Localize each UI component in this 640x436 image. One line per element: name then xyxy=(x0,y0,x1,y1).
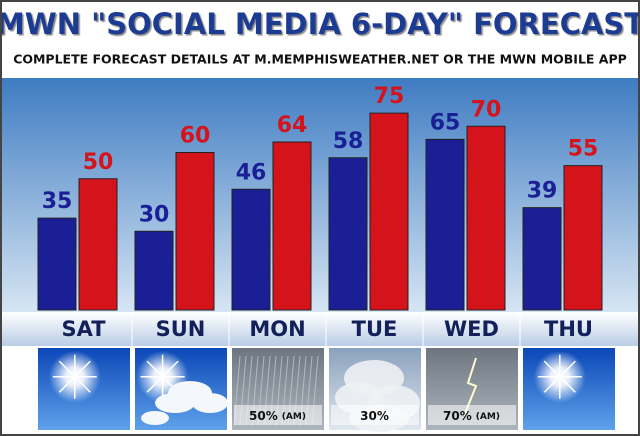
day-label: MON xyxy=(249,317,305,341)
bar xyxy=(563,165,603,311)
precip-chance: 50% xyxy=(249,409,278,423)
bar xyxy=(37,217,77,311)
weather-icon xyxy=(135,348,228,430)
weather-icon xyxy=(523,348,615,430)
precip-note: (AM) xyxy=(282,412,306,422)
cloud xyxy=(155,393,195,413)
precip-background xyxy=(331,405,419,425)
value-label: 30 xyxy=(139,202,170,227)
sun-ray xyxy=(58,360,76,378)
sun-ray xyxy=(559,376,576,393)
precip-note: (AM) xyxy=(476,412,500,422)
day-label: TUE xyxy=(352,317,398,341)
sun-ray xyxy=(543,360,561,378)
value-label: 35 xyxy=(42,189,73,214)
precip-box: 70% (AM) xyxy=(428,405,516,425)
precip-box: 50% (AM) xyxy=(234,405,322,425)
day-label: SAT xyxy=(61,317,106,341)
day-label: THU xyxy=(544,317,593,341)
chart-title: MWN "SOCIAL MEDIA 6-DAY" FORECAST xyxy=(0,7,640,41)
value-label: 75 xyxy=(374,84,405,109)
day-label: WED xyxy=(444,317,499,341)
value-label: 70 xyxy=(471,97,502,122)
chart-subtitle: COMPLETE FORECAST DETAILS AT M.MEMPHISWE… xyxy=(13,52,627,67)
precip-label: 50% (AM) xyxy=(249,409,306,423)
sun-ray xyxy=(543,376,561,393)
value-label: 65 xyxy=(430,110,461,135)
cloud xyxy=(192,393,228,413)
sun-ray xyxy=(58,376,76,393)
value-label: 55 xyxy=(568,137,599,162)
sun-ray xyxy=(146,360,164,378)
day-row xyxy=(2,312,638,346)
value-label: 46 xyxy=(236,160,267,185)
precip-box: 30% xyxy=(331,405,419,425)
bar xyxy=(425,138,465,311)
precip-background xyxy=(428,405,516,425)
value-label: 39 xyxy=(527,179,558,204)
sun-ray xyxy=(74,376,91,393)
bar xyxy=(78,178,118,311)
cloud xyxy=(141,411,169,425)
bar xyxy=(369,112,409,311)
sun-ray xyxy=(146,376,164,393)
precip-label: 70% (AM) xyxy=(443,409,500,423)
bar xyxy=(272,141,312,311)
sun-ray xyxy=(162,360,179,378)
bar xyxy=(328,157,368,311)
precip-background xyxy=(234,405,322,425)
bar xyxy=(466,125,506,311)
bar xyxy=(231,188,271,311)
precip-chance: 30% xyxy=(360,409,389,423)
sun-ray xyxy=(74,360,91,378)
lightning-bolt xyxy=(463,357,478,417)
bar xyxy=(175,152,215,311)
day-label: SUN xyxy=(156,317,206,341)
value-label: 64 xyxy=(277,113,308,138)
precip-label: 30% xyxy=(360,409,389,423)
bar xyxy=(134,230,174,311)
bar xyxy=(522,207,562,311)
sun-ray xyxy=(559,360,576,378)
value-label: 58 xyxy=(333,129,364,154)
value-label: 50 xyxy=(83,150,114,175)
value-label: 60 xyxy=(180,124,211,149)
precip-chance: 70% xyxy=(443,409,472,423)
columns: 35 50 SAT 30 60 SUN 46 64 MON 50% (AM) 58 75 TUE 30% 65… xyxy=(37,84,615,432)
weather-icon xyxy=(38,348,130,430)
